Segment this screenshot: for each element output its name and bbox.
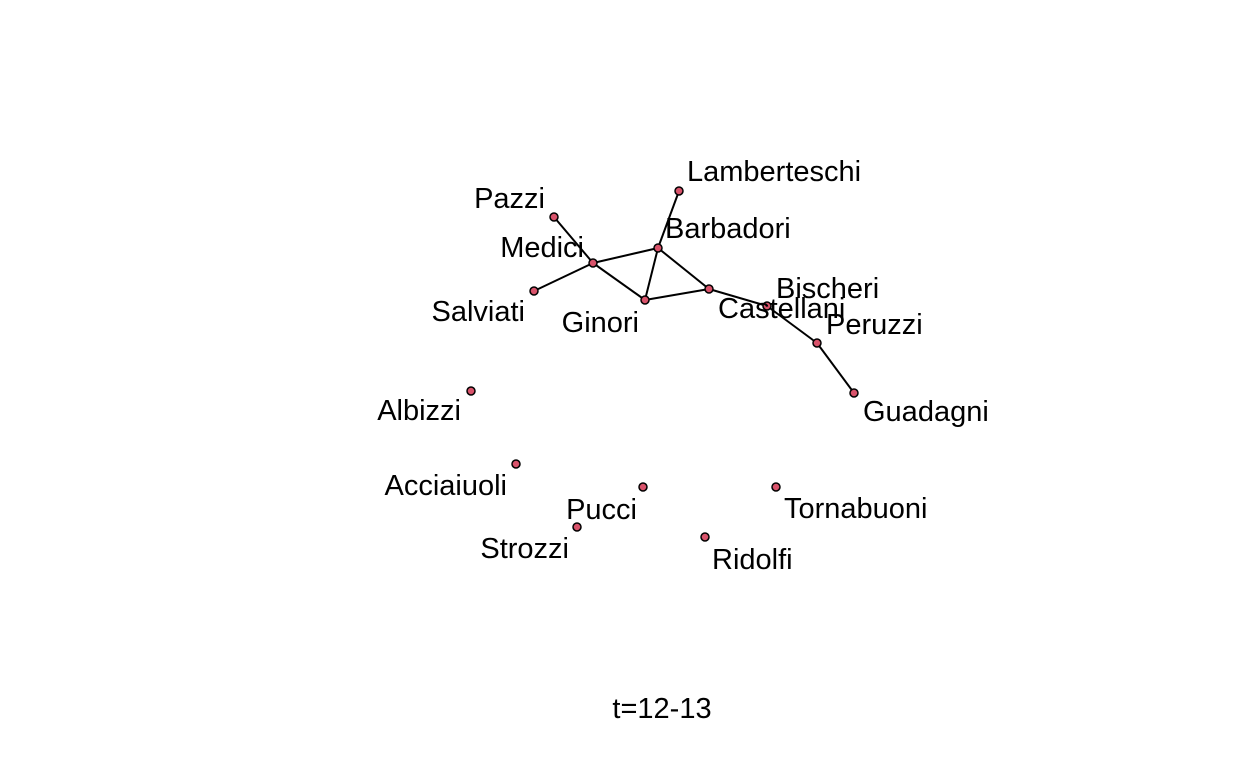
edge-barbadori-castellani — [657, 247, 710, 290]
edge-pazzi-medici — [553, 216, 594, 264]
node-labels: Lamberteschi Pazzi Barbadori Medici Salviati… — [377, 156, 989, 576]
edges — [533, 190, 855, 394]
node-bischeri — [762, 301, 772, 311]
edge-peruzzi-guadagni — [816, 342, 855, 394]
node-label-guadagni: Guadagni — [863, 396, 989, 428]
edge-salviati-medici — [533, 262, 594, 292]
node-label-barbadori: Barbadori — [665, 213, 791, 245]
node-label-salviati: Salviati — [432, 296, 526, 328]
node-label-peruzzi: Peruzzi — [826, 309, 923, 341]
node-tornabuoni — [771, 482, 781, 492]
node-lamberteschi — [674, 186, 684, 196]
node-acciaiuoli — [511, 459, 521, 469]
node-pucci — [638, 482, 648, 492]
node-label-albizzi: Albizzi — [377, 395, 461, 427]
node-label-acciaiuoli: Acciaiuoli — [385, 470, 508, 502]
edge-castellani-bischeri — [708, 288, 768, 307]
node-medici — [588, 258, 598, 268]
node-label-pucci: Pucci — [566, 494, 637, 526]
node-castellani — [704, 284, 714, 294]
node-label-pazzi: Pazzi — [474, 183, 545, 215]
node-label-strozzi: Strozzi — [480, 533, 569, 565]
node-peruzzi — [812, 338, 822, 348]
node-label-castellani: Castellani — [718, 293, 845, 325]
node-ridolfi — [700, 532, 710, 542]
nodes — [466, 186, 859, 542]
node-pazzi — [549, 212, 559, 222]
edge-medici-barbadori — [592, 247, 659, 264]
edge-ginori-castellani — [644, 288, 710, 301]
edge-medici-ginori — [592, 262, 646, 301]
node-label-medici: Medici — [500, 232, 584, 264]
node-label-ridolfi: Ridolfi — [712, 544, 793, 576]
time-caption: t=12-13 — [612, 693, 711, 725]
node-label-lamberteschi: Lamberteschi — [687, 156, 861, 188]
edge-lamberteschi-barbadori — [657, 190, 680, 249]
node-guadagni — [849, 388, 859, 398]
node-ginori — [640, 295, 650, 305]
node-label-ginori: Ginori — [562, 307, 639, 339]
edge-barbadori-ginori — [644, 247, 659, 301]
node-albizzi — [466, 386, 476, 396]
edge-bischeri-peruzzi — [766, 305, 818, 344]
node-barbadori — [653, 243, 663, 253]
node-salviati — [529, 286, 539, 296]
node-label-tornabuoni: Tornabuoni — [784, 493, 928, 525]
node-label-bischeri: Bischeri — [776, 273, 879, 305]
node-strozzi — [572, 522, 582, 532]
